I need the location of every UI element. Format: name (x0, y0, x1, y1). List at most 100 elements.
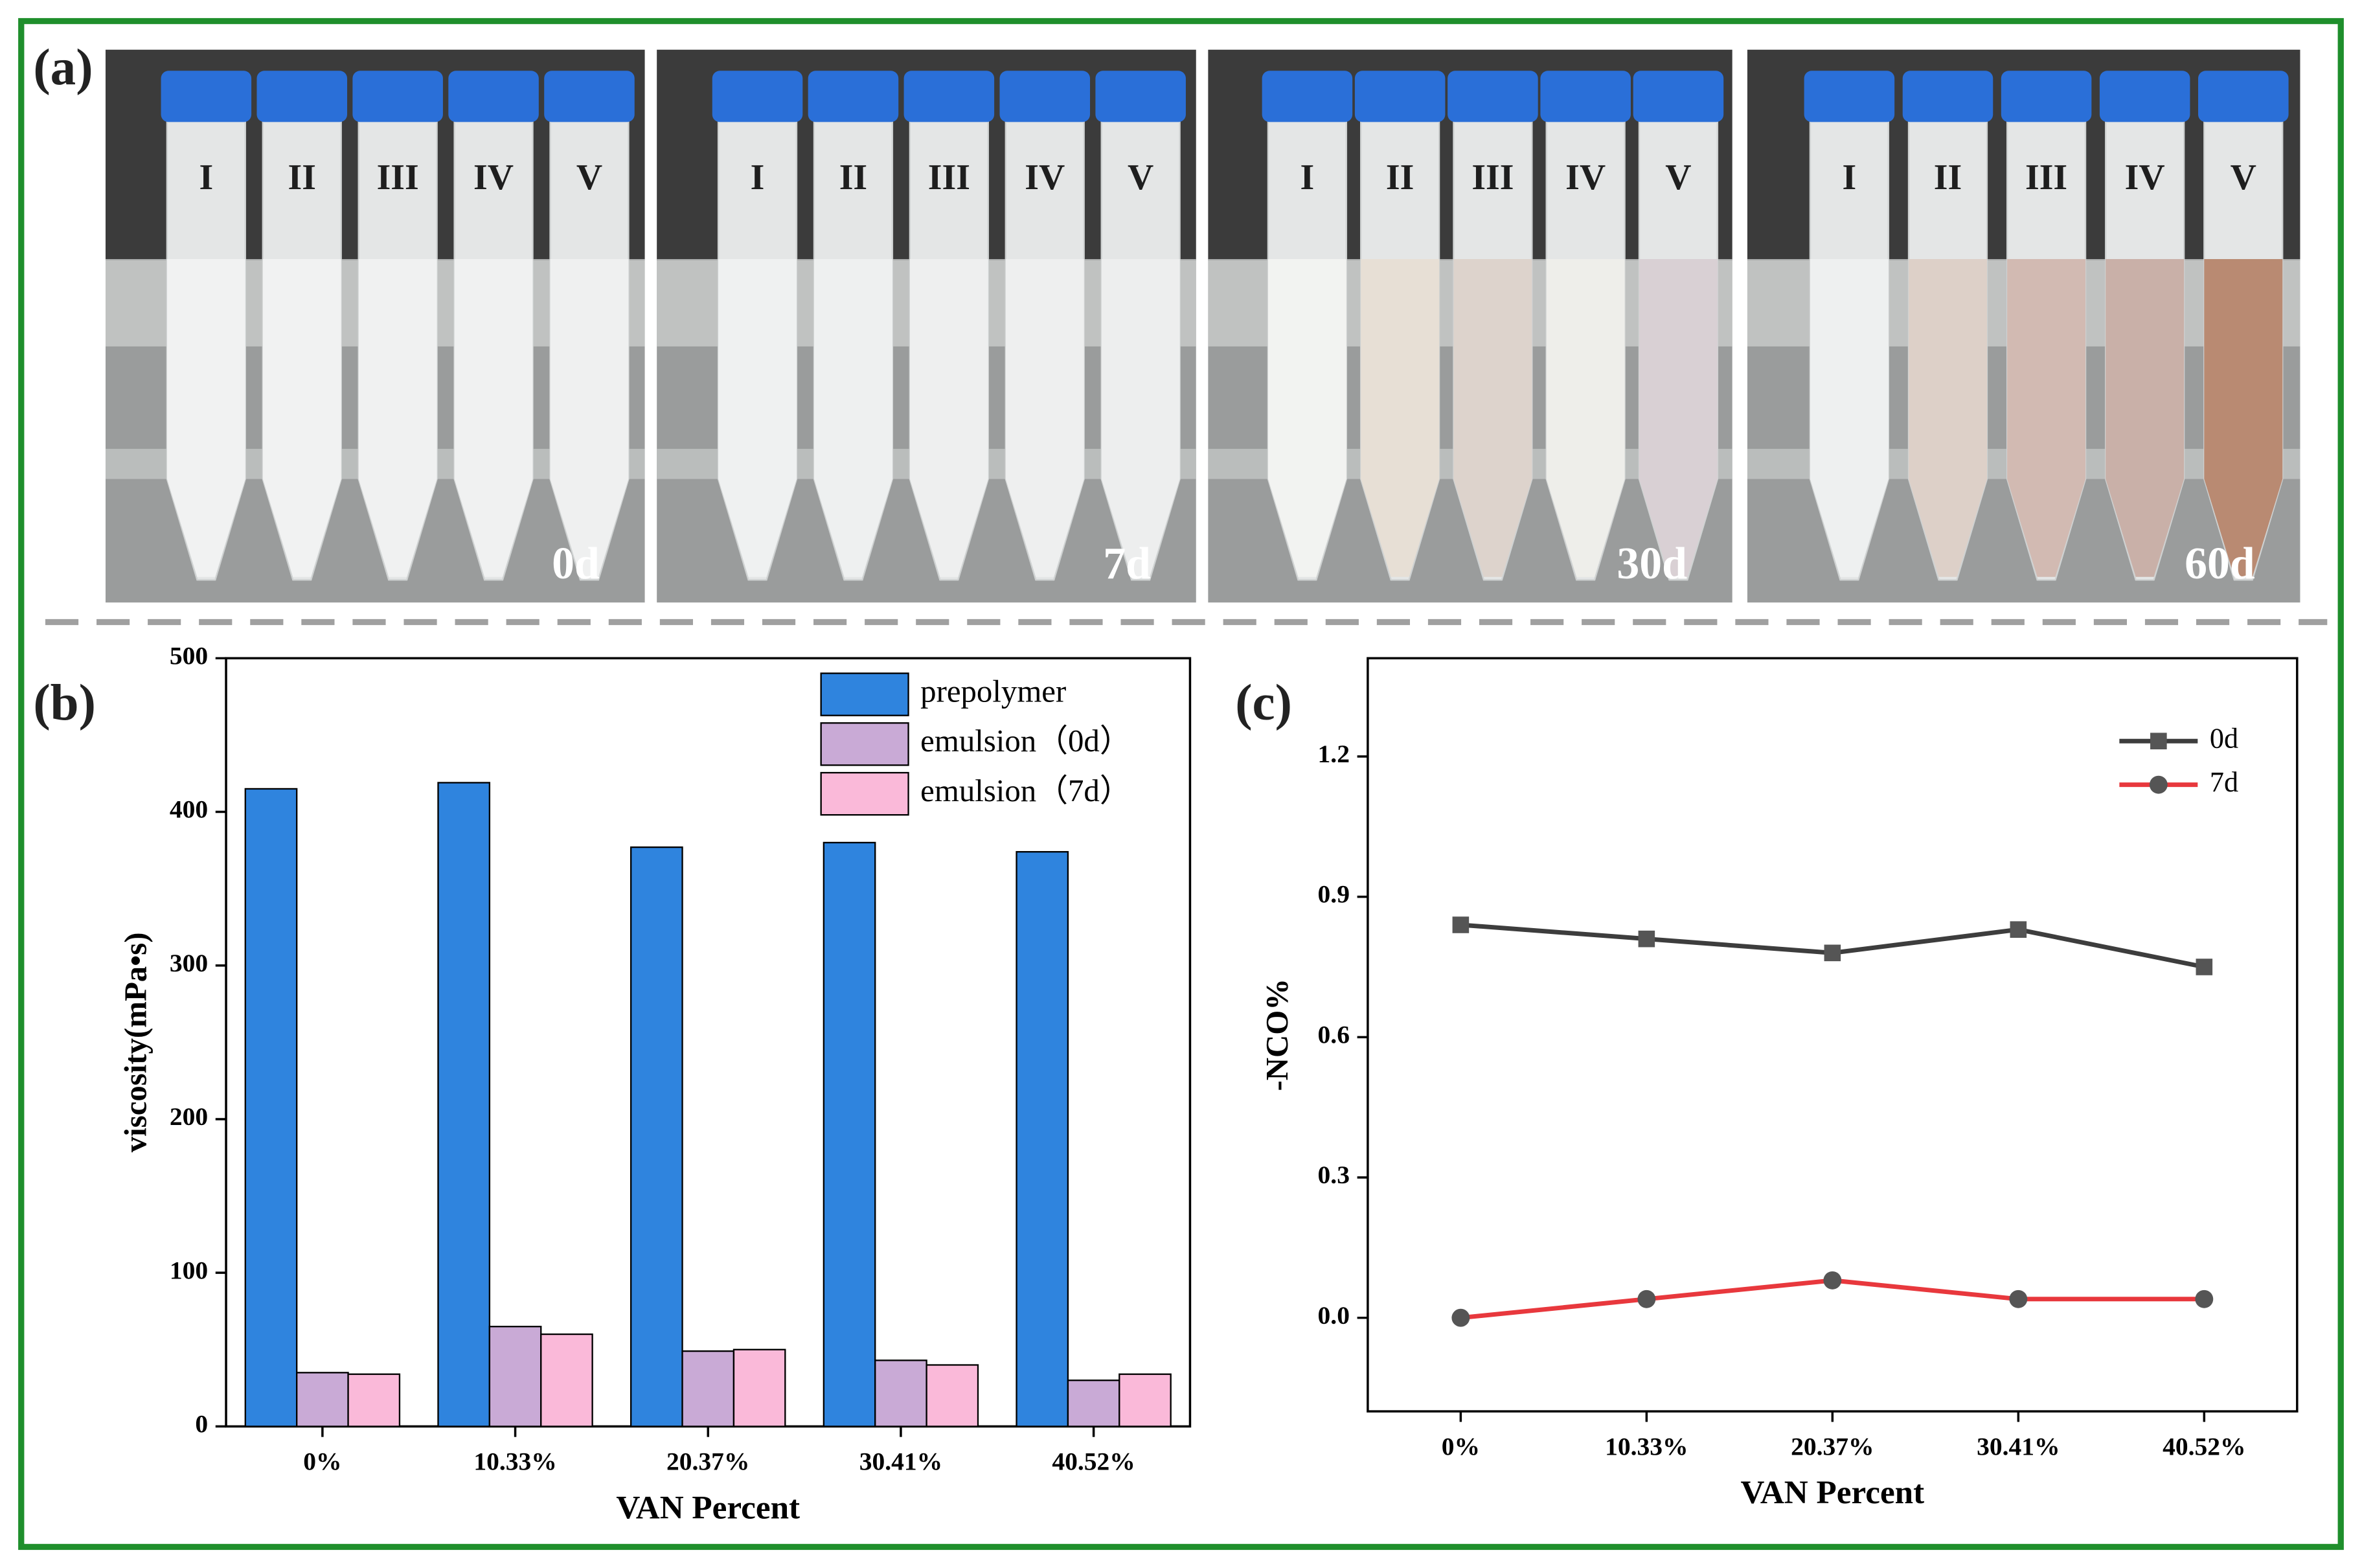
y-tick-label: 0 (195, 1409, 208, 1438)
tube-label: IV (2125, 157, 2165, 198)
marker (2010, 921, 2027, 938)
cap (448, 71, 539, 122)
legend-label: 7d (2210, 766, 2238, 798)
liquid (454, 259, 533, 577)
x-axis-label: VAN Percent (1741, 1474, 1925, 1511)
legend-label: prepolymer (920, 673, 1066, 709)
x-tick-label: 40.52% (1052, 1448, 1135, 1476)
frame (18, 17, 2344, 1551)
y-axis-label: -NCO% (1259, 979, 1295, 1091)
tube-label: V (2231, 157, 2256, 198)
tube-label: I (199, 157, 213, 198)
cap (903, 71, 995, 122)
tube-label: II (288, 157, 316, 198)
cap (544, 71, 635, 122)
x-tick-label: 30.41% (1977, 1432, 2060, 1460)
cap (352, 71, 443, 122)
marker (2195, 1290, 2214, 1308)
bar (732, 1348, 786, 1427)
bar (681, 1350, 735, 1427)
liquid (2106, 259, 2185, 577)
liquid (1810, 259, 1889, 577)
panel-label: (b) (33, 675, 96, 731)
tube-label: IV (473, 157, 514, 198)
cap (1804, 71, 1895, 122)
liquid (1546, 259, 1625, 577)
marker (2149, 775, 2168, 794)
marker (1824, 944, 1841, 962)
liquid (1361, 259, 1440, 577)
bar (925, 1364, 979, 1427)
tube-label: III (1471, 157, 1514, 198)
y-tick-label: 300 (170, 949, 208, 977)
y-axis-label: viscosity(mPa•s) (117, 932, 153, 1152)
bar (437, 782, 491, 1427)
liquid (909, 259, 988, 577)
bar (244, 788, 298, 1427)
tube-label: III (2025, 157, 2067, 198)
liquid (1005, 259, 1084, 577)
y-tick-label: 0.6 (1318, 1020, 1350, 1049)
cap (1448, 71, 1538, 122)
tube-label: V (576, 157, 602, 198)
liquid (1267, 259, 1346, 577)
y-tick-label: 500 (170, 641, 208, 670)
legend-swatch (820, 722, 909, 766)
cap (999, 71, 1091, 122)
tube-label: II (839, 157, 867, 198)
tube-label: III (377, 157, 419, 198)
tube-label: I (751, 157, 765, 198)
y-tick-label: 400 (170, 795, 208, 824)
day-label: 60d (2185, 539, 2255, 589)
cap (1633, 71, 1724, 122)
bar (630, 846, 683, 1427)
liquid (1101, 259, 1180, 577)
legend-swatch (820, 771, 909, 816)
tube-label: IV (1565, 157, 1606, 198)
panel-label: (a) (33, 40, 93, 96)
cap (1095, 71, 1186, 122)
cap (2001, 71, 2092, 122)
liquid (550, 259, 629, 577)
tube-label: III (928, 157, 970, 198)
legend-label: 0d (2210, 722, 2238, 754)
marker (1451, 1308, 1470, 1327)
liquid (166, 259, 245, 577)
liquid (813, 259, 892, 577)
day-label: 0d (552, 539, 600, 589)
x-tick-label: 10.33% (473, 1448, 556, 1476)
y-tick-label: 0.3 (1318, 1161, 1350, 1189)
bar (488, 1326, 542, 1427)
marker (2150, 733, 2167, 750)
liquid (358, 259, 437, 577)
marker (1823, 1271, 1842, 1290)
tube-label: I (1300, 157, 1315, 198)
liquid (1639, 259, 1718, 577)
marker (1452, 916, 1470, 933)
panel-label: (c) (1235, 675, 1292, 731)
x-axis-label: VAN Percent (616, 1489, 800, 1526)
y-tick-label: 0.0 (1318, 1301, 1350, 1330)
y-tick-label: 0.9 (1318, 880, 1350, 909)
tube-label: I (1843, 157, 1857, 198)
marker (2196, 959, 2213, 975)
bar (296, 1372, 349, 1427)
y-tick-label: 1.2 (1318, 740, 1350, 768)
tube-label: IV (1025, 157, 1065, 198)
cap (2099, 71, 2190, 122)
tube-label: V (1128, 157, 1153, 198)
tube-label: II (1934, 157, 1962, 198)
x-tick-label: 0% (303, 1448, 341, 1476)
tube-label: II (1386, 157, 1414, 198)
marker (1638, 930, 1655, 948)
cap (1540, 71, 1631, 122)
cap (1262, 71, 1353, 122)
marker (2009, 1290, 2028, 1308)
cap (808, 71, 899, 122)
day-label: 7d (1103, 539, 1151, 589)
x-tick-label: 30.41% (859, 1448, 942, 1476)
cap (1902, 71, 1993, 122)
legend-label: emulsion（7d） (920, 773, 1131, 808)
